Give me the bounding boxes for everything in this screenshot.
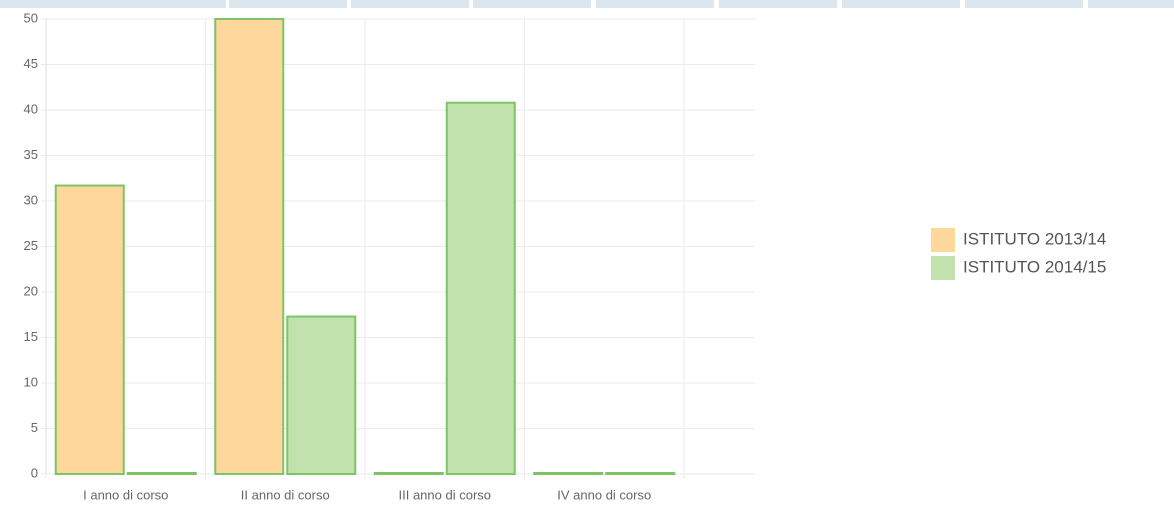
bar — [373, 472, 444, 475]
bar — [54, 184, 125, 475]
y-tick-label: 25 — [24, 238, 38, 253]
table-header-strip — [0, 0, 1174, 8]
y-tick-label: 0 — [31, 465, 38, 480]
x-tick-label: IV anno di corso — [557, 487, 651, 502]
y-tick-label: 30 — [24, 192, 38, 207]
x-tick-label: I anno di corso — [83, 487, 168, 502]
legend-label: ISTITUTO 2013/14 — [963, 229, 1106, 248]
y-tick-label: 15 — [24, 329, 38, 344]
y-tick-label: 40 — [24, 101, 38, 116]
bar — [445, 101, 516, 475]
y-tick-label: 45 — [24, 56, 38, 71]
y-tick-label: 5 — [31, 420, 38, 435]
y-tick-label: 20 — [24, 283, 38, 298]
bar — [605, 472, 676, 475]
legend-swatch — [931, 228, 955, 252]
bar — [126, 472, 197, 475]
x-tick-label: III anno di corso — [399, 487, 492, 502]
legend-swatch — [931, 256, 955, 280]
bar — [533, 472, 604, 475]
legend-label: ISTITUTO 2014/15 — [963, 257, 1106, 276]
x-tick-label: II anno di corso — [241, 487, 330, 502]
bar — [214, 18, 285, 475]
y-tick-label: 10 — [24, 374, 38, 389]
y-tick-label: 35 — [24, 147, 38, 162]
bar — [286, 315, 357, 475]
y-tick-label: 50 — [24, 10, 38, 25]
